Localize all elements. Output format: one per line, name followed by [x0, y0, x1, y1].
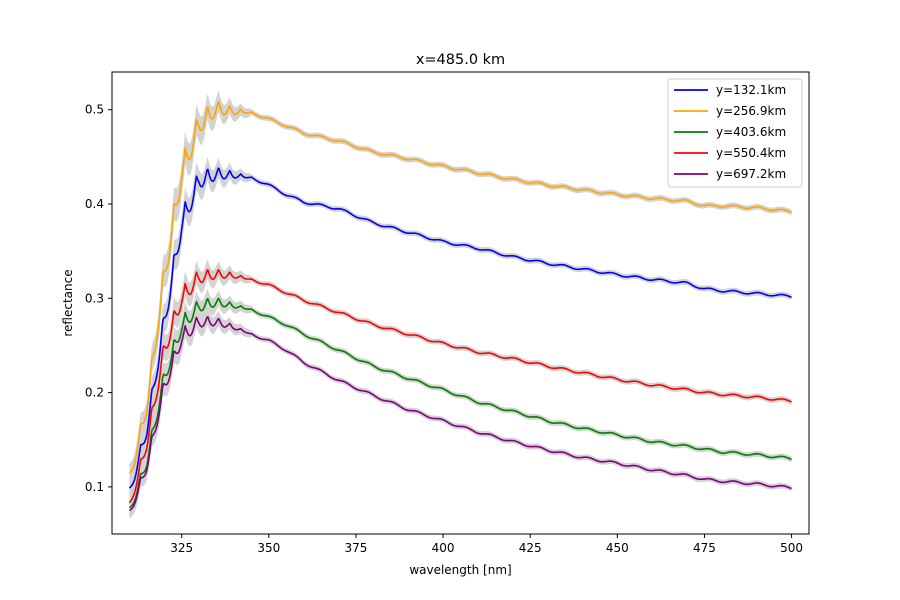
x-tick-label: 475	[693, 541, 716, 555]
legend-entry-label: y=550.4km	[716, 146, 786, 160]
legend-entry-label: y=403.6km	[716, 125, 786, 139]
uncertainty-band	[129, 157, 792, 497]
y-axis-label: reflectance	[61, 269, 75, 336]
legend-entry-label: y=256.9km	[716, 104, 786, 118]
series-lines	[128, 101, 792, 512]
x-axis-label: wavelength [nm]	[409, 563, 511, 577]
legend-entry-label: y=697.2km	[716, 167, 786, 181]
series-line-5	[128, 316, 792, 512]
x-tick-label: 500	[780, 541, 803, 555]
y-tick-label: 0.5	[85, 103, 104, 117]
x-tick-label: 425	[519, 541, 542, 555]
y-tick-label: 0.3	[85, 291, 104, 305]
series-line-1	[128, 167, 792, 489]
x-tick-label: 400	[432, 541, 455, 555]
series-line-3	[128, 297, 792, 509]
y-tick-label: 0.1	[85, 480, 104, 494]
series-line-4	[128, 268, 792, 504]
x-tick-label: 375	[344, 541, 367, 555]
x-tick-label: 350	[257, 541, 280, 555]
y-tick-label: 0.2	[85, 386, 104, 400]
x-tick-label: 450	[606, 541, 629, 555]
y-tick-label: 0.4	[85, 197, 104, 211]
x-axis-ticks: 325 350 375 400 425 450 475 500	[170, 534, 803, 555]
legend-entry-label: y=132.1km	[716, 83, 786, 97]
legend: y=132.1km y=256.9km y=403.6km y=550.4km y=69…	[667, 78, 803, 188]
chart-title: x=485.0 km	[416, 52, 505, 68]
series-line-2	[128, 101, 792, 474]
x-tick-label: 325	[170, 541, 193, 555]
plot-frame	[111, 71, 810, 535]
legend-box	[667, 78, 803, 188]
y-axis-ticks: 0.1 0.2 0.3 0.4 0.5	[85, 103, 112, 494]
